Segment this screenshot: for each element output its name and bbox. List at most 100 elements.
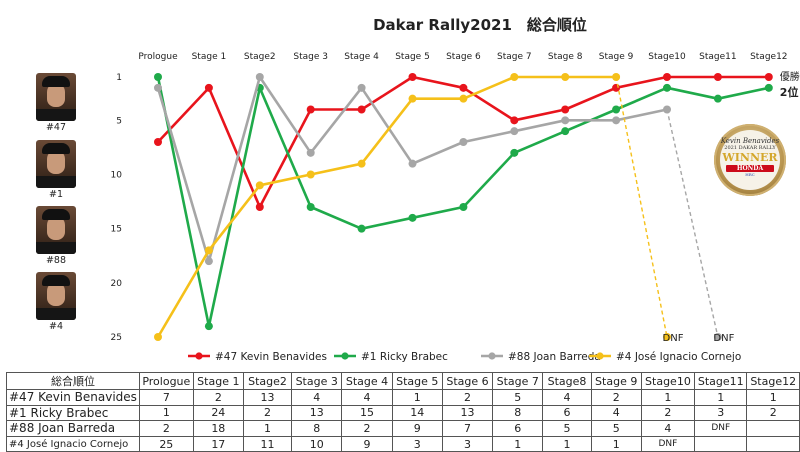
y-tick-label: 25 — [111, 333, 122, 343]
data-point — [408, 73, 417, 81]
x-tick-label: Prologue — [138, 52, 178, 62]
data-point — [459, 83, 468, 92]
data-point — [154, 138, 162, 146]
table-header-cell: Prologue — [138, 372, 194, 390]
data-point — [459, 94, 468, 103]
table-row: #88 Joan Barreda 2 18 1 8 2 9 7 6 5 5 4 DNF — [6, 420, 800, 437]
avatar — [36, 73, 76, 121]
data-point — [612, 105, 621, 114]
legend-marker — [488, 352, 496, 360]
table-header-cell: Stage8 — [542, 372, 592, 390]
table-cell: 1 — [746, 389, 800, 406]
y-tick-label: 1 — [116, 73, 122, 83]
data-point — [561, 105, 570, 114]
table-cell: 2 — [640, 404, 696, 422]
rider-label: #4 — [48, 321, 63, 332]
table-cell: 8 — [492, 404, 544, 422]
table-cell: 13 — [441, 404, 494, 422]
data-point — [408, 159, 417, 168]
table-cell: 3 — [694, 404, 748, 422]
rider-label: #47 — [45, 122, 67, 133]
table-cell: 1 — [590, 435, 642, 452]
legend-marker — [341, 352, 349, 360]
table-cell: 4 — [542, 389, 592, 406]
x-tick-label: Stage 1 — [192, 52, 227, 62]
table-cell: 4 — [341, 389, 393, 406]
table-cell: 2 — [441, 389, 494, 406]
table-cell: 13 — [242, 389, 293, 406]
table-cell: 1 — [694, 389, 748, 406]
data-point — [204, 83, 213, 92]
data-point — [713, 73, 722, 81]
table-cell: 14 — [391, 404, 443, 422]
legend-marker — [596, 352, 604, 360]
data-point — [764, 73, 773, 81]
avatar — [36, 206, 76, 254]
table-header-cell: Stage 7 — [492, 372, 544, 390]
table-cell: 1 — [391, 389, 443, 406]
x-tick-label: Stage11 — [699, 52, 736, 62]
data-point — [204, 322, 213, 331]
table-header-cell: Stage 1 — [192, 372, 244, 390]
y-tick-label: 10 — [111, 171, 123, 181]
rider-label: #1 — [48, 189, 63, 200]
table-header-cell: Stage2 — [242, 372, 293, 390]
table-cell: 7 — [441, 420, 494, 437]
y-tick-label: 20 — [111, 279, 123, 289]
data-point — [713, 94, 722, 103]
data-point — [459, 203, 468, 211]
rider-label: #88 — [45, 255, 67, 266]
data-point — [306, 170, 315, 179]
table-cell: 8 — [291, 420, 343, 437]
rider-photo-4: #4 — [28, 272, 84, 332]
table-header-cell: Stage 4 — [341, 372, 393, 390]
data-point — [510, 148, 519, 157]
rider-photo-88: #88 — [28, 206, 84, 266]
dnf-dashed-line — [666, 109, 719, 338]
table-row: #47 Kevin Benavides 7 2 13 4 4 1 2 5 4 2 1 1 1 — [6, 389, 800, 406]
table-header-cell: Stage 9 — [590, 372, 642, 390]
data-point — [154, 83, 162, 92]
table-cell: 15 — [341, 404, 393, 422]
winner-badge-logo: Kevin Benavides 2021 DAKAR RALLY WINNER … — [714, 124, 786, 196]
rider-photo-1: #1 — [28, 140, 84, 200]
data-point — [713, 333, 722, 341]
table-cell: 5 — [542, 420, 592, 437]
data-point — [357, 224, 366, 233]
table-cell: 9 — [391, 420, 443, 437]
legend-marker — [195, 352, 203, 360]
data-point — [154, 333, 162, 341]
rider-photo-47: #47 — [28, 73, 84, 133]
data-point — [561, 127, 570, 136]
table-cell: 2 — [138, 420, 194, 437]
table-header-cell: Stage10 — [640, 372, 696, 390]
data-point — [612, 83, 621, 92]
data-point — [663, 333, 671, 341]
chart-title: Dakar Rally2021 総合順位 — [373, 16, 587, 34]
table-cell: 1 — [138, 404, 194, 422]
table-cell: 18 — [192, 420, 244, 437]
x-tick-label: Stage 7 — [497, 52, 532, 62]
data-point — [764, 83, 773, 92]
data-point — [204, 246, 213, 255]
data-point — [408, 94, 417, 103]
end-label-winner: 優勝 — [780, 70, 800, 83]
x-tick-label: Stage10 — [648, 52, 686, 62]
data-point — [306, 105, 315, 114]
y-tick-label: 15 — [111, 225, 122, 235]
series-line — [156, 75, 668, 263]
x-tick-label: Stage 5 — [395, 52, 430, 62]
data-point — [510, 73, 519, 81]
data-point — [306, 148, 315, 157]
data-point — [357, 159, 366, 168]
table-row: #4 José Ignacio Cornejo 25 17 11 10 9 3 3 1 1 1 DNF — [6, 435, 800, 452]
table-cell: 6 — [542, 404, 592, 422]
data-point — [255, 203, 264, 211]
table-header-cell: Stage12 — [746, 372, 800, 390]
table-header-cell: Stage 3 — [291, 372, 343, 390]
table-cell: DNF — [694, 420, 748, 437]
end-label-second: 2位 — [780, 85, 799, 99]
table-row-name: #47 Kevin Benavides — [6, 389, 140, 406]
table-cell: 5 — [492, 389, 544, 406]
